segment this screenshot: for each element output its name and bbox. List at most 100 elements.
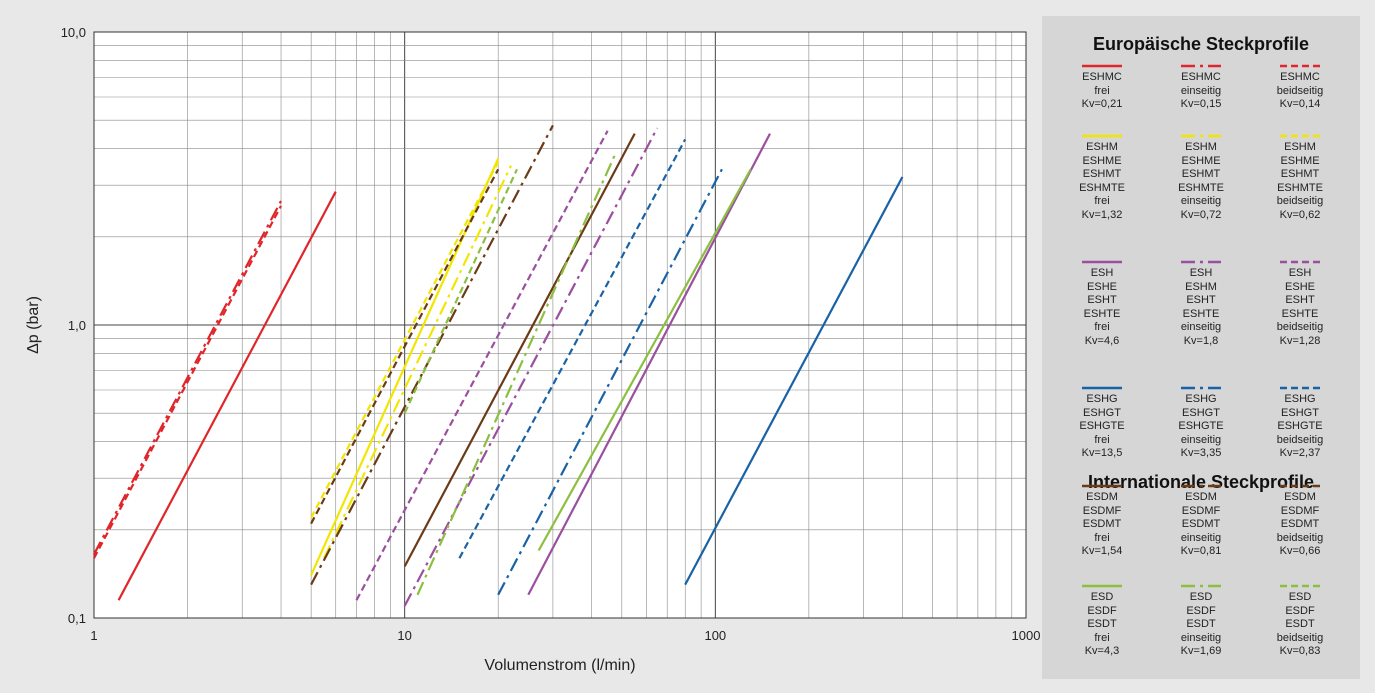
legend-label-line: ESHT xyxy=(1087,294,1117,307)
legend-entry: ESH ESHM ESHT ESHTE einseitig Kv=1,8 xyxy=(1151,258,1251,349)
y-tick-label: 1,0 xyxy=(68,318,86,333)
legend-panel: Europäische Steckprofile Internationale S… xyxy=(1042,16,1360,679)
legend-entry: ESD ESDF ESDT frei Kv=4,3 xyxy=(1052,582,1152,659)
legend-swatch xyxy=(1280,386,1320,390)
legend-label-line: Kv=0,62 xyxy=(1279,208,1321,221)
legend-label-line: ESD xyxy=(1090,591,1114,603)
legend-label-line: einseitig xyxy=(1180,631,1222,644)
x-axis-title: Volumenstrom (l/min) xyxy=(484,657,635,674)
legend-label-line: ESHME xyxy=(1280,154,1320,167)
legend-swatch xyxy=(1181,260,1221,264)
legend-swatch xyxy=(1181,484,1221,488)
x-tick-label: 1 xyxy=(90,628,97,643)
legend-label-line: ESDT xyxy=(1285,618,1315,631)
series-line-15 xyxy=(310,168,500,525)
legend-label-line: ESDF xyxy=(1186,604,1216,617)
pressure-drop-chart: 1 10 100 1000 0,1 1,0 10,0 Volumenstrom (l/min)… xyxy=(25,25,1040,674)
legend-entry: ESD ESDF ESDT beidseitig Kv=0,83 xyxy=(1250,582,1350,659)
legend-label-line: ESHGTE xyxy=(1079,420,1125,433)
legend-label-line: Kv=0,72 xyxy=(1180,208,1222,221)
legend-label-line: ESHGT xyxy=(1182,406,1220,419)
legend-label-line: ESD xyxy=(1288,591,1312,603)
legend-label-line: beidseitig xyxy=(1276,631,1324,644)
legend-label-line: ESDMF xyxy=(1181,504,1221,517)
legend-label-line: ESHMT xyxy=(1280,168,1320,181)
legend-label-line: beidseitig xyxy=(1276,531,1324,544)
legend-entry: ESHM ESHME ESHMT ESHMTE frei Kv=1,32 xyxy=(1052,132,1152,223)
legend-label-line: ESHTE xyxy=(1182,307,1220,320)
series-line-13 xyxy=(403,133,636,567)
series-line-18 xyxy=(403,168,518,414)
legend-label-line: einseitig xyxy=(1180,321,1222,334)
legend-label-line: ESHMTE xyxy=(1178,181,1224,194)
legend-label-line: einseitig xyxy=(1180,84,1222,97)
legend-label-line: beidseitig xyxy=(1276,84,1324,97)
legend-swatch xyxy=(1181,386,1221,390)
legend-label-line: ESHME xyxy=(1181,154,1221,167)
legend-label-line: beidseitig xyxy=(1276,433,1324,446)
legend-label-line: Kv=1,8 xyxy=(1183,334,1219,347)
legend-label-line: Kv=0,66 xyxy=(1279,545,1321,558)
legend-entry: ESHMC einseitig Kv=0,15 xyxy=(1151,62,1251,112)
legend-label-line: ESHG xyxy=(1185,393,1217,405)
legend-label-line: Kv=0,21 xyxy=(1081,98,1123,111)
legend-label-line: ESHMC xyxy=(1280,71,1320,83)
legend-label-line: ESHM xyxy=(1284,141,1316,153)
legend-label-line: ESHT xyxy=(1285,294,1315,307)
legend-label-line: ESHE xyxy=(1285,280,1315,293)
legend-label-line: ESDT xyxy=(1087,618,1117,631)
legend-entry: ESDM ESDMF ESDMT frei Kv=1,54 xyxy=(1052,482,1152,559)
legend-label-line: ESHE xyxy=(1087,280,1117,293)
legend-label-line: ESHMT xyxy=(1082,168,1122,181)
legend-label-line: Kv=1,32 xyxy=(1081,208,1123,221)
plot-frame xyxy=(93,31,1027,619)
legend-entry: ESHMC frei Kv=0,21 xyxy=(1052,62,1152,112)
legend-label-line: ESHM xyxy=(1185,280,1217,293)
y-tick-label: 0,1 xyxy=(68,611,86,626)
series-line-6 xyxy=(310,161,500,519)
legend-label-line: ESHG xyxy=(1086,393,1118,405)
series-line-8 xyxy=(403,127,659,607)
series-line-5 xyxy=(323,165,512,559)
legend-label-line: einseitig xyxy=(1180,195,1222,208)
legend-label-line: ESHG xyxy=(1284,393,1316,405)
legend-label-line: ESHMC xyxy=(1082,71,1122,83)
legend-label-line: frei xyxy=(1094,195,1110,208)
legend-label-line: einseitig xyxy=(1180,433,1222,446)
legend-label-line: frei xyxy=(1094,531,1110,544)
series-line-3 xyxy=(93,205,282,559)
legend-label-line: ESHMT xyxy=(1181,168,1221,181)
legend-label-line: frei xyxy=(1094,84,1110,97)
legend-label-line: ESH xyxy=(1090,267,1114,279)
legend-label-line: ESHTE xyxy=(1281,307,1319,320)
legend-swatch xyxy=(1082,584,1122,588)
legend-entry: ESDM ESDMF ESDMT beidseitig Kv=0,66 xyxy=(1250,482,1350,559)
legend-swatch xyxy=(1082,386,1122,390)
legend-label-line: Kv=1,28 xyxy=(1279,334,1321,347)
legend-label-line: Kv=13,5 xyxy=(1081,447,1123,460)
legend-label-line: Kv=4,3 xyxy=(1084,645,1120,658)
legend-label-line: Kv=0,81 xyxy=(1180,545,1222,558)
legend-entry: ESHG ESHGT ESHGTE frei Kv=13,5 xyxy=(1052,384,1152,461)
legend-label-line: ESDMT xyxy=(1181,518,1221,531)
legend-entry: ESDM ESDMF ESDMT einseitig Kv=0,81 xyxy=(1151,482,1251,559)
legend-label-line: ESDF xyxy=(1087,604,1117,617)
legend-label-line: ESHME xyxy=(1082,154,1122,167)
legend-label-line: ESHMTE xyxy=(1277,181,1323,194)
y-axis-title: Δp (bar) xyxy=(25,296,42,354)
legend-label-line: ESH xyxy=(1189,267,1213,279)
series-line-12 xyxy=(458,138,687,559)
legend-label-line: ESHGT xyxy=(1083,406,1121,419)
legend-entry: ESHM ESHME ESHMT ESHMTE beidseitig Kv=0,62 xyxy=(1250,132,1350,223)
legend-label-line: frei xyxy=(1094,433,1110,446)
legend-label-line: Kv=0,14 xyxy=(1279,98,1321,111)
legend-label-line: ESH xyxy=(1288,267,1312,279)
legend-label-line: ESHMTE xyxy=(1079,181,1125,194)
legend-label-line: ESHM xyxy=(1086,141,1118,153)
series-line-14 xyxy=(310,124,554,586)
legend-swatch xyxy=(1280,64,1320,68)
legend-label-line: ESDF xyxy=(1285,604,1315,617)
legend-entry: ESD ESDF ESDT einseitig Kv=1,69 xyxy=(1151,582,1251,659)
legend-label-line: ESDM xyxy=(1284,491,1316,503)
